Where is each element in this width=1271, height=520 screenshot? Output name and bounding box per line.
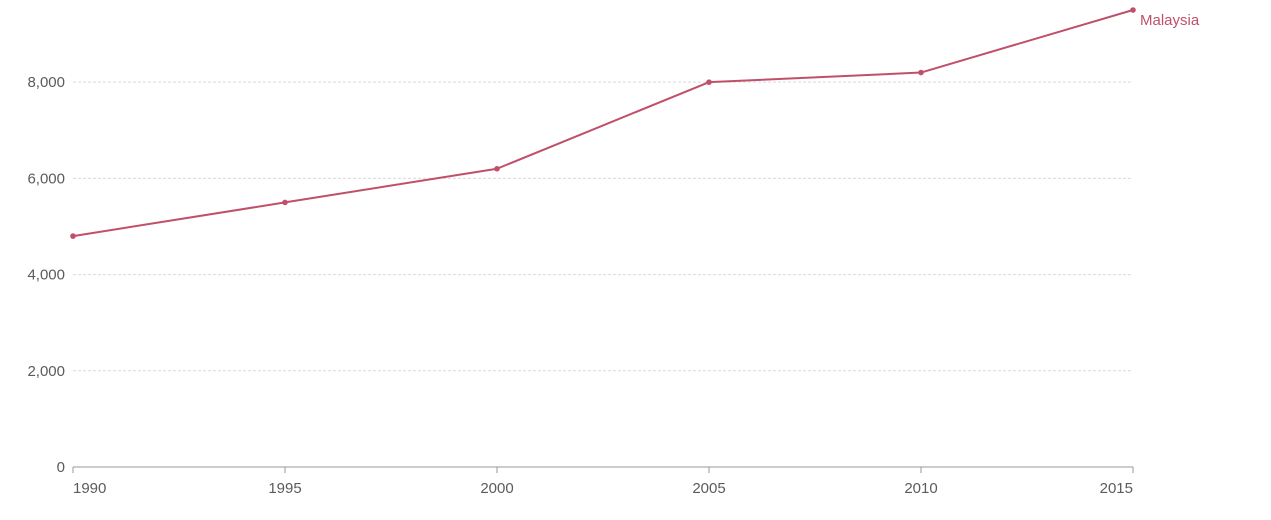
y-tick-label: 0: [57, 459, 65, 476]
data-point: [494, 165, 500, 172]
y-tick-label: 8,000: [27, 74, 65, 91]
label-layer: 0 2,000 4,000 6,000 8,000 1990 1995 2000 2005 201…: [27, 12, 1199, 497]
y-tick-label: 2,000: [27, 363, 65, 380]
series-line-malaysia: [72, 9, 1134, 238]
data-point: [70, 233, 76, 239]
x-tick-label: 1990: [73, 480, 106, 497]
data-point: [282, 199, 288, 206]
data-point: [1130, 7, 1136, 13]
x-tick-label: 2015: [1100, 480, 1133, 497]
x-tick-label: 2010: [904, 480, 937, 497]
data-point: [918, 69, 924, 76]
x-tick-label: 2005: [692, 480, 725, 497]
grid-layer: [73, 81, 1133, 372]
axis-layer: [72, 466, 1134, 473]
data-point: [706, 79, 712, 85]
series-label: Malaysia: [1140, 12, 1200, 29]
x-tick-label: 1995: [268, 480, 301, 497]
x-tick-label: 2000: [480, 480, 513, 497]
y-tick-label: 4,000: [27, 267, 65, 284]
series-layer: [70, 7, 1136, 239]
y-tick-label: 6,000: [27, 170, 65, 187]
